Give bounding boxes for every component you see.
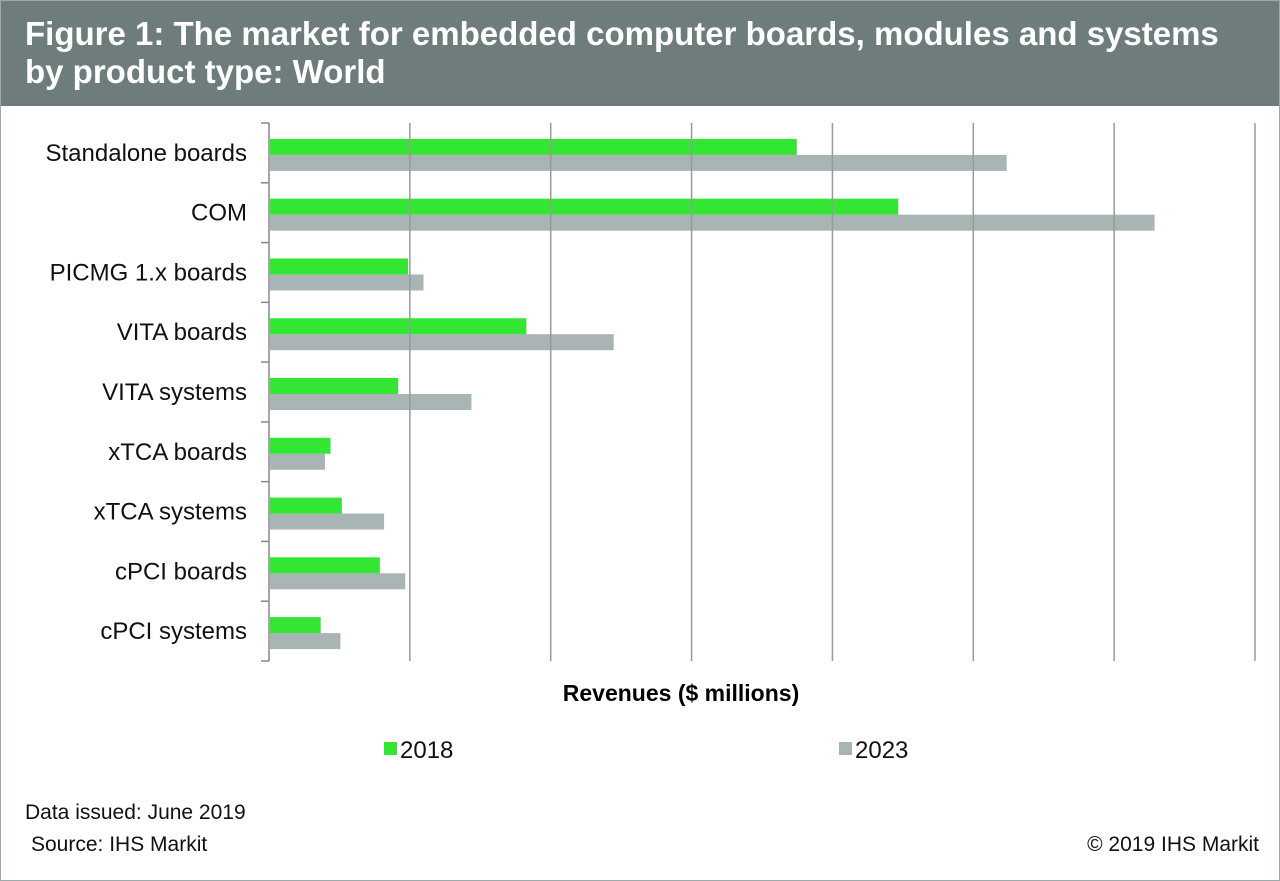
- bar-2023: [270, 633, 341, 650]
- source: Source: IHS Markit: [31, 833, 208, 856]
- legend-label: 2018: [400, 737, 453, 764]
- bar-2023: [270, 453, 325, 470]
- bar-2023: [270, 394, 472, 410]
- bar-2018: [270, 497, 342, 514]
- bar-2018: [270, 557, 380, 574]
- bar-2023: [270, 513, 385, 530]
- legend-label: 2023: [855, 737, 908, 764]
- category-label: xTCA boards: [108, 439, 247, 466]
- category-label: VITA boards: [117, 319, 247, 346]
- bar-2018: [270, 138, 797, 155]
- category-label: VITA systems: [102, 379, 247, 406]
- category-label: PICMG 1.x boards: [50, 259, 247, 286]
- category-label: cPCI systems: [100, 618, 247, 645]
- category-label: cPCI boards: [115, 558, 247, 585]
- bar-2018: [270, 437, 331, 454]
- bar-2018: [270, 318, 527, 335]
- legend: 2018 2023: [384, 737, 908, 764]
- bar-2023: [270, 573, 406, 590]
- bar-2018: [270, 198, 899, 215]
- x-axis-title: Revenues ($ millions): [563, 680, 799, 706]
- category-label: Standalone boards: [46, 140, 248, 167]
- bar-2023: [270, 214, 1155, 231]
- bar-2023: [270, 154, 1007, 171]
- bar-2018: [270, 617, 321, 634]
- category-label: xTCA systems: [94, 499, 247, 526]
- category-label: COM: [191, 200, 247, 227]
- data-issued: Data issued: June 2019: [25, 801, 246, 824]
- chart-title: Figure 1: The market for embedded comput…: [25, 15, 1219, 90]
- bar-2023: [270, 274, 424, 291]
- bar-2018: [270, 258, 409, 275]
- legend-swatch: [839, 742, 852, 755]
- header-band: Figure 1: The market for embedded comput…: [1, 1, 1279, 106]
- legend-swatch: [384, 742, 397, 755]
- bar-2023: [270, 334, 614, 351]
- copyright: © 2019 IHS Markit: [1087, 833, 1259, 856]
- bar-2018: [270, 378, 399, 394]
